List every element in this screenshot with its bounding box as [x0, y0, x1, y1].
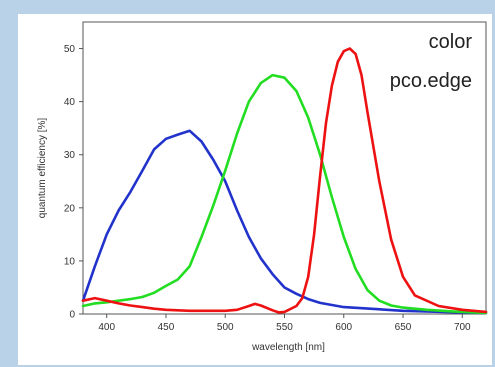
- x-tick-label: 500: [217, 322, 234, 333]
- y-tick-label: 50: [64, 44, 76, 55]
- series-line-1: [81, 129, 488, 315]
- y-tick-label: 20: [64, 203, 76, 214]
- x-tick-label: 550: [276, 322, 293, 333]
- y-tick-label: 10: [64, 256, 76, 267]
- plot-border: [82, 21, 487, 315]
- x-tick-label: 700: [454, 322, 471, 333]
- x-tick-label: 600: [335, 322, 352, 333]
- y-tick-label: 30: [64, 150, 76, 161]
- x-tick-label: 400: [98, 322, 115, 333]
- y-tick-label: 0: [69, 310, 75, 321]
- series-line-2: [81, 73, 488, 315]
- y-axis-label: quantum efficiency [%]: [37, 118, 48, 219]
- y-tick-label: 40: [64, 97, 76, 108]
- series-line-3: [81, 47, 488, 314]
- x-tick-label: 450: [158, 322, 175, 333]
- x-tick-label: 650: [395, 322, 412, 333]
- x-axis-label: wavelength [nm]: [251, 342, 325, 353]
- annotation-camera: pco.edge: [390, 70, 472, 92]
- annotation-color: color: [429, 31, 473, 53]
